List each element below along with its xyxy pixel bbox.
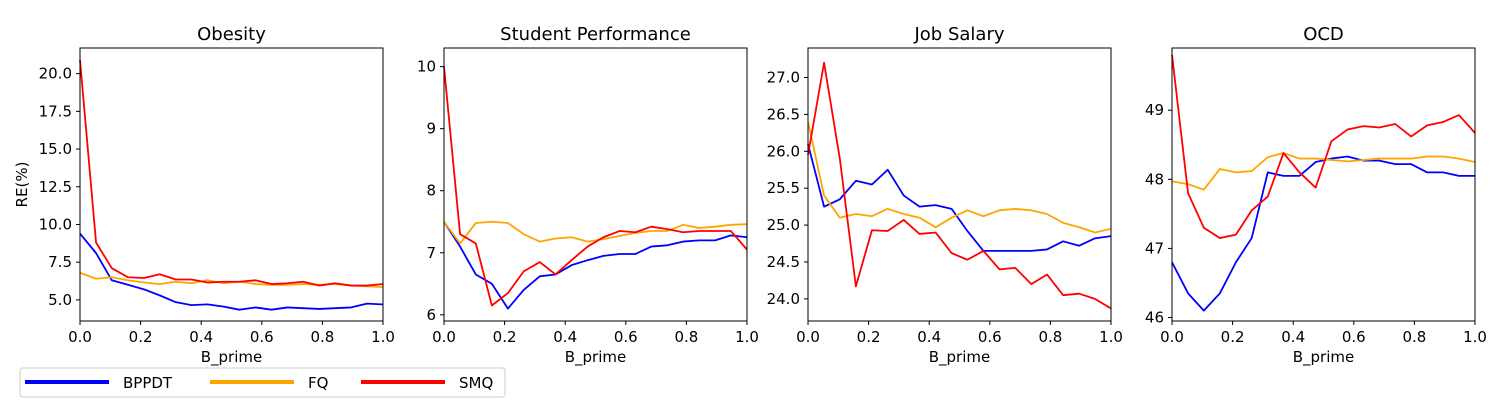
- x-tick-label: 1.0: [735, 328, 759, 346]
- y-tick-label: 25.5: [767, 179, 800, 197]
- series-line-bppdt: [1171, 155, 1475, 312]
- x-axis-label: B_prime: [201, 348, 263, 367]
- axes-frame: [1171, 47, 1476, 322]
- legend-label: BPPDT: [123, 374, 173, 392]
- y-tick-label: 5.0: [48, 291, 72, 309]
- x-tick-label: 1.0: [371, 328, 395, 346]
- chart-student-performance: Student Performance 0.0 0.2 0.4 0.6 0.8 1.0 6 7 8…: [417, 24, 759, 367]
- y-tick-label: 49: [1145, 101, 1164, 119]
- x-tick-label: 0.8: [674, 328, 698, 346]
- x-tick-label: 0.2: [493, 328, 517, 346]
- y-tick-label: 9: [426, 120, 436, 138]
- x-tick-label: 0.8: [310, 328, 334, 346]
- series-line-bppdt: [807, 143, 1112, 252]
- chart-job-salary: Job Salary 0.0 0.2 0.4 0.6 0.8 1.0 24.0 24.5 25.0…: [767, 24, 1123, 367]
- y-tick-label: 8: [426, 182, 436, 200]
- axes-frame: [79, 47, 384, 322]
- y-tick-label: 24.0: [767, 290, 800, 308]
- x-tick-label: 1.0: [1099, 328, 1123, 346]
- series-line-fq: [443, 220, 748, 245]
- legend-entry-fq: FQ: [210, 374, 328, 392]
- series-line-bppdt: [443, 221, 748, 310]
- x-tick-label: 0.0: [1160, 328, 1184, 346]
- y-tick-label: 26.0: [767, 142, 800, 160]
- x-tick-label: 0.0: [432, 328, 456, 346]
- chart-title: Job Salary: [913, 24, 1004, 45]
- y-tick-label: 12.5: [39, 178, 72, 196]
- chart-panels: Obesity 0.0 0.2 0.4 0.6 0.8 1.0 5.0 7.5 10.0 12.5 1…: [13, 24, 1487, 367]
- x-tick-label: 0.6: [614, 328, 638, 346]
- legend-entry-smq: SMQ: [361, 374, 493, 392]
- x-axis-label: B_prime: [929, 348, 991, 367]
- x-tick-label: 0.6: [978, 328, 1002, 346]
- x-tick-label: 0.4: [1281, 328, 1305, 346]
- axes-frame: [443, 47, 748, 322]
- chart-obesity: Obesity 0.0 0.2 0.4 0.6 0.8 1.0 5.0 7.5 10.0 12.5 1…: [13, 24, 395, 367]
- y-tick-label: 25.0: [767, 216, 800, 234]
- x-tick-label: 0.4: [917, 328, 941, 346]
- series-line-fq: [807, 121, 1112, 234]
- series-line-fq: [1171, 152, 1476, 191]
- chart-ocd: OCD 0.0 0.2 0.4 0.6 0.8 1.0 46 47 48 49 B_prime: [1145, 24, 1487, 367]
- x-axis-label: B_prime: [565, 348, 627, 367]
- chart-title: OCD: [1303, 24, 1344, 45]
- series-line-smq: [807, 61, 1112, 310]
- x-axis-label: B_prime: [1293, 348, 1355, 367]
- y-tick-label: 24.5: [767, 253, 800, 271]
- series-line-smq: [79, 59, 384, 287]
- x-tick-label: 0.2: [1221, 328, 1245, 346]
- y-axis-label: RE(%): [13, 162, 31, 208]
- y-tick-label: 17.5: [39, 102, 72, 120]
- x-tick-label: 0.2: [129, 328, 153, 346]
- x-tick-label: 0.4: [189, 328, 213, 346]
- y-tick-label: 7.5: [48, 253, 72, 271]
- x-tick-label: 0.8: [1038, 328, 1062, 346]
- x-tick-label: 0.0: [68, 328, 92, 346]
- x-tick-label: 0.6: [1342, 328, 1366, 346]
- legend-label: FQ: [308, 374, 328, 392]
- x-tick-label: 0.2: [857, 328, 881, 346]
- series-line-smq: [443, 66, 748, 307]
- x-tick-label: 0.0: [796, 328, 820, 346]
- y-tick-label: 46: [1145, 309, 1164, 327]
- y-tick-label: 48: [1145, 170, 1164, 188]
- legend: BPPDT FQ SMQ: [19, 367, 506, 398]
- y-tick-label: 10: [417, 58, 436, 76]
- x-tick-label: 0.8: [1402, 328, 1426, 346]
- y-tick-label: 47: [1145, 239, 1164, 257]
- legend-entry-bppdt: BPPDT: [25, 374, 173, 392]
- chart-title: Obesity: [197, 24, 266, 45]
- y-tick-label: 6: [426, 306, 436, 324]
- legend-label: SMQ: [459, 374, 493, 392]
- y-tick-label: 7: [426, 244, 436, 262]
- y-tick-label: 26.5: [767, 105, 800, 123]
- y-tick-label: 20.0: [39, 65, 72, 83]
- x-tick-label: 0.4: [553, 328, 577, 346]
- y-tick-label: 10.0: [39, 215, 72, 233]
- y-tick-label: 27.0: [767, 69, 800, 87]
- y-tick-label: 15.0: [39, 140, 72, 158]
- axes-frame: [807, 47, 1112, 322]
- series-line-bppdt: [79, 232, 384, 311]
- series-line-smq: [1171, 54, 1476, 239]
- x-tick-label: 1.0: [1463, 328, 1487, 346]
- chart-title: Student Performance: [500, 24, 691, 45]
- x-tick-label: 0.6: [250, 328, 274, 346]
